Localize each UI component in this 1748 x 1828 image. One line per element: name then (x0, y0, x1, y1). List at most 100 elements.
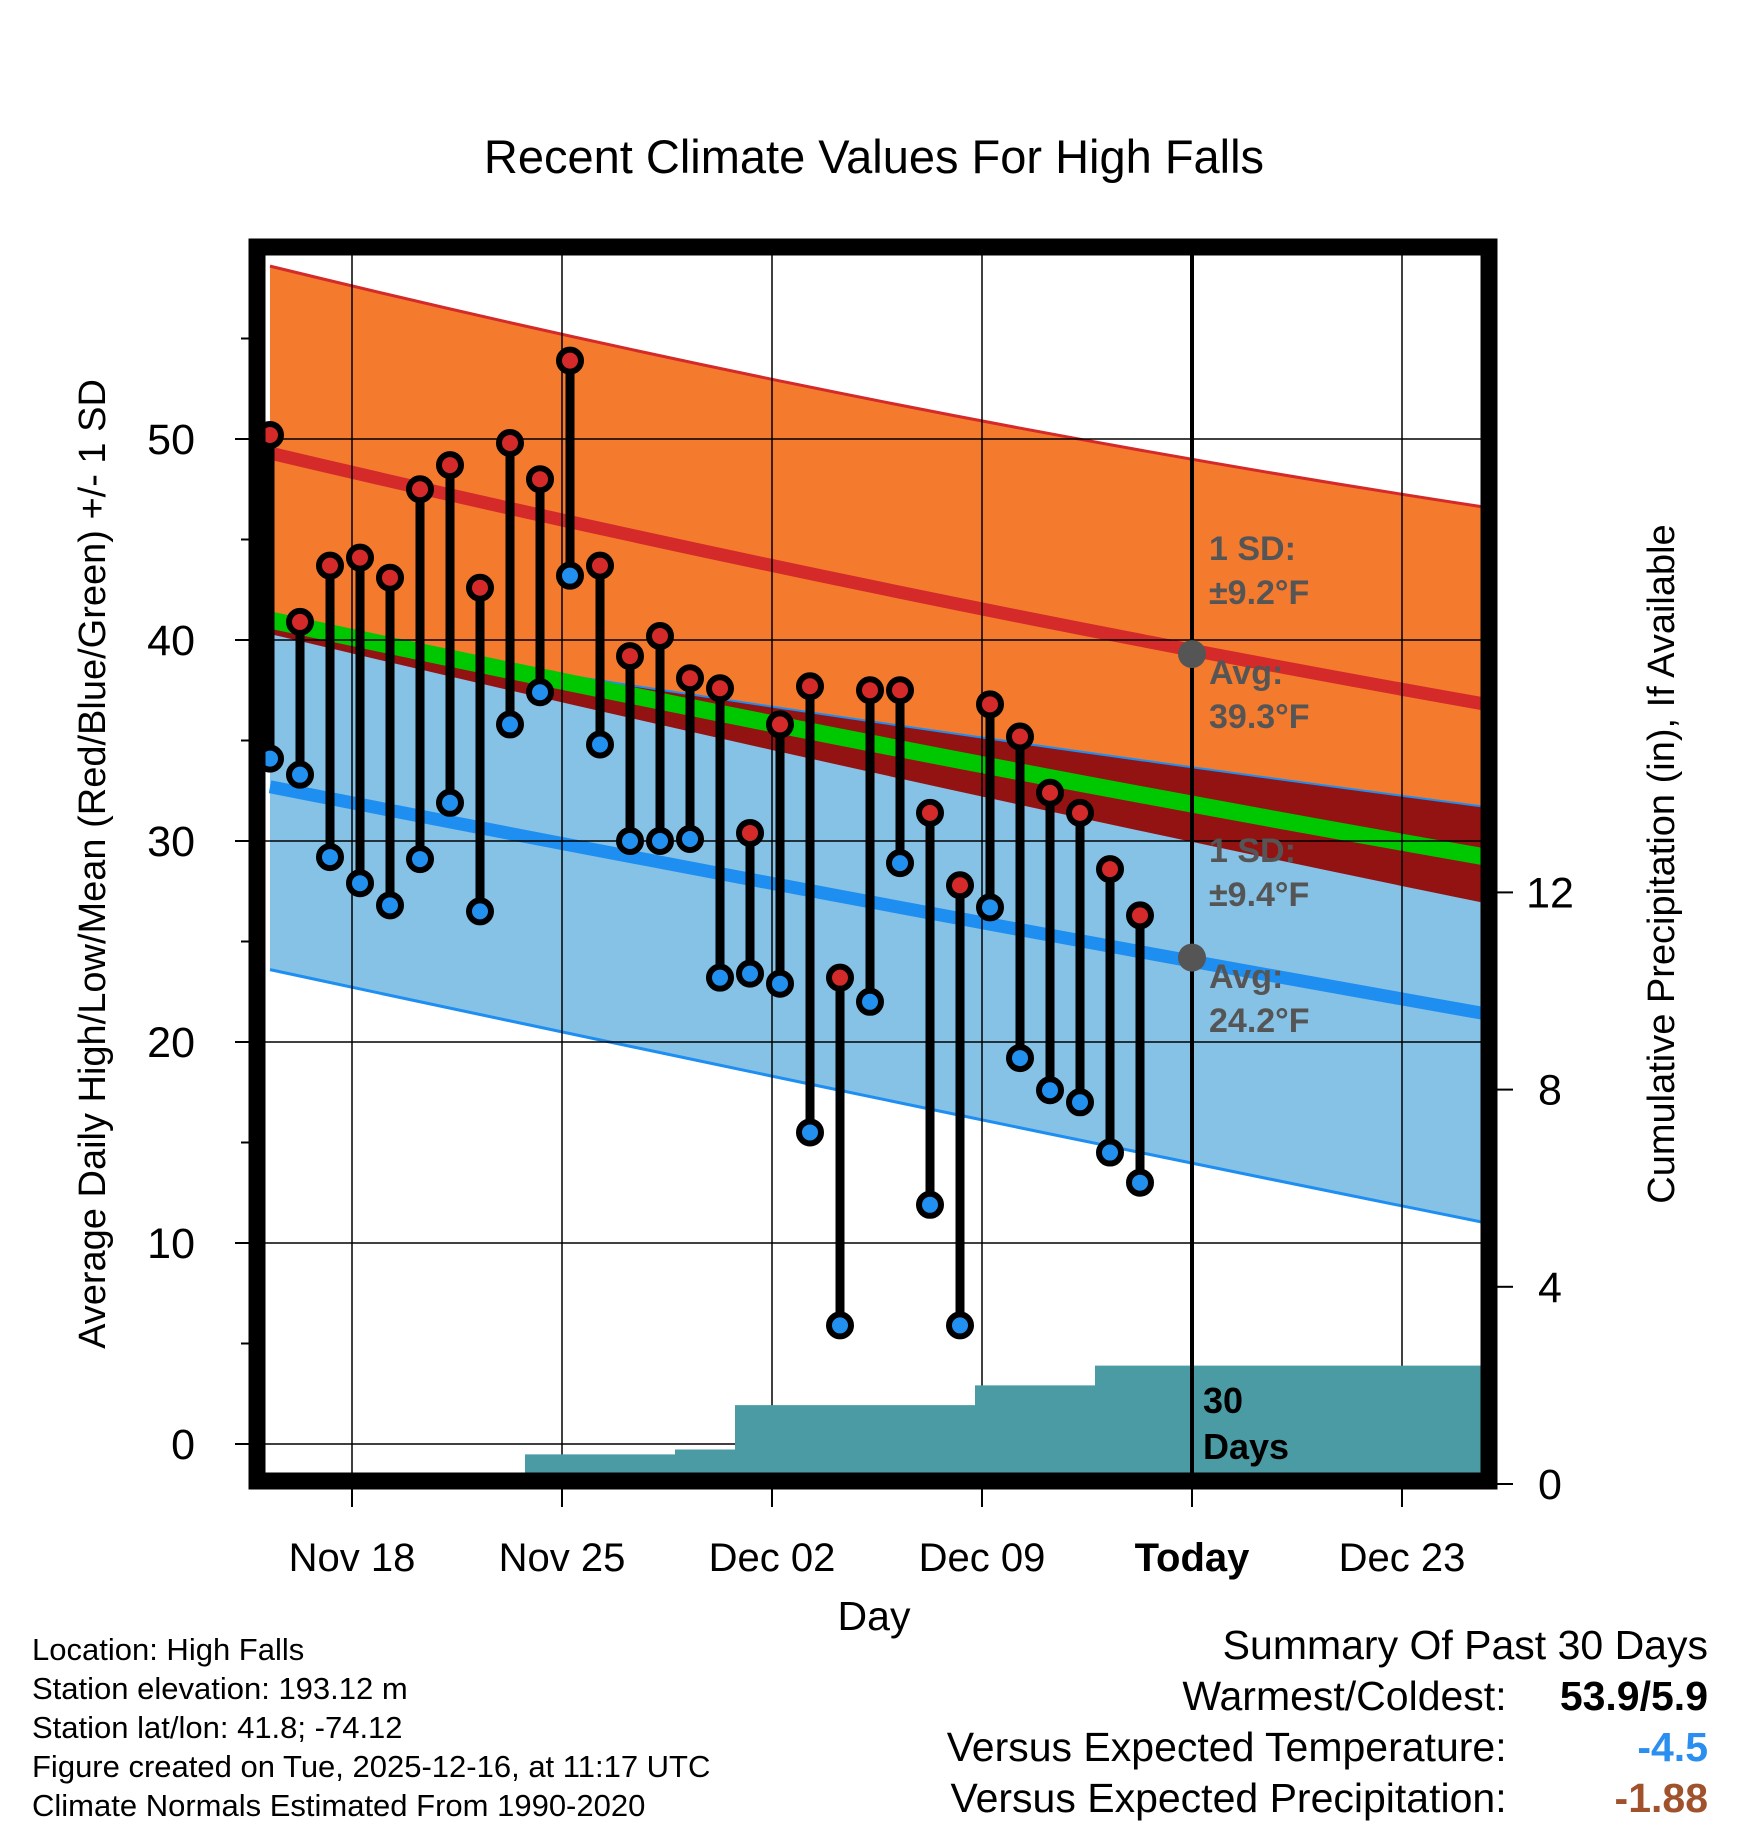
low-minus-sd-line (269, 968, 1487, 1225)
y2-axis-label: Cumulative Precipitation (in), If Availa… (1641, 524, 1683, 1203)
daily-low-point (856, 987, 884, 1016)
daily-high-point (586, 551, 614, 580)
low-avg-line (268, 780, 1488, 1021)
daily-high-point (706, 674, 734, 703)
location-text: Location: High Falls (32, 1632, 305, 1667)
daily-low-point (1006, 1044, 1034, 1073)
daily-high-point (526, 465, 554, 494)
high-avg-value: 39.3°F (1209, 698, 1310, 736)
daily-low-point (706, 963, 734, 992)
daily-low-point (1066, 1088, 1094, 1117)
daily-high-point (616, 642, 644, 671)
daily-low-point (946, 1311, 974, 1340)
precip-value: -1.88 (1614, 1775, 1708, 1821)
normals-text: Climate Normals Estimated From 1990-2020 (32, 1788, 646, 1823)
daily-high-point (826, 963, 854, 992)
daily-high-point (946, 871, 974, 900)
daily-high-point (1036, 778, 1064, 807)
daily-low-point (466, 897, 494, 926)
summary-title: Summary Of Past 30 Days (1222, 1622, 1708, 1668)
daily-high-point (1066, 798, 1094, 827)
daily-high-point (736, 818, 764, 847)
daily-low-point (886, 849, 914, 878)
daily-low-point (616, 827, 644, 855)
summary-warmest-row: Warmest/Coldest: 53.9/5.9 (808, 1671, 1708, 1722)
daily-high-point (676, 664, 704, 693)
daily-low-point (976, 893, 1004, 922)
daily-high-point (286, 607, 314, 636)
temp-label: Versus Expected Temperature: (946, 1724, 1507, 1770)
daily-high-point (916, 798, 944, 827)
daily-low-point (586, 730, 614, 759)
y2-tick-label: 4 (1538, 1264, 1562, 1312)
daily-low-point (1096, 1138, 1124, 1167)
x-axis-label: Day (838, 1593, 911, 1639)
station-info: Location: High Falls Station elevation: … (32, 1630, 710, 1825)
daily-low-point (406, 845, 434, 874)
daily-low-point (436, 788, 464, 817)
y2-tick-label: 8 (1538, 1067, 1562, 1115)
daily-high-point (556, 346, 584, 375)
daily-low-point (346, 869, 374, 898)
daily-low-point (796, 1118, 824, 1147)
y-tick-label: 0 (171, 1421, 195, 1469)
today-low-avg-marker (1178, 943, 1206, 972)
high-avg-label: Avg: (1209, 654, 1283, 692)
y2-tick-label: 12 (1526, 869, 1574, 917)
window-label-number: 30 (1203, 1380, 1243, 1421)
elevation-text: Station elevation: 193.12 m (32, 1671, 408, 1706)
daily-low-point (1126, 1168, 1154, 1197)
y-tick-label: 10 (147, 1220, 195, 1268)
daily-low-point (736, 959, 764, 988)
daily-high-point (976, 690, 1004, 719)
y-axis-label: Average Daily High/Low/Mean (Red/Blue/Gr… (72, 379, 114, 1349)
overlap-band (270, 627, 1486, 904)
high-plus-sd-line (269, 264, 1487, 509)
daily-high-point (1096, 855, 1124, 884)
high-sd-label: 1 SD: (1209, 530, 1296, 568)
x-tick-label: Dec 09 (919, 1536, 1046, 1580)
y-tick-label: 30 (147, 818, 195, 866)
x-tick-label: Nov 25 (499, 1536, 626, 1580)
plot-area: 1 SD: ±9.2°F Avg: 39.3°F 1 SD: ±9.4°F Avg: 24.2… (257, 247, 1489, 1481)
summary-temp-row: Versus Expected Temperature: -4.5 (808, 1722, 1708, 1773)
x-tick-label: Nov 18 (289, 1536, 416, 1580)
plot-frame (248, 238, 1498, 1490)
x-tick-label: Today (1135, 1536, 1251, 1580)
precip-area (525, 1365, 1489, 1481)
daily-high-point (436, 451, 464, 480)
low-avg-value: 24.2°F (1209, 1002, 1310, 1040)
daily-high-point (1006, 722, 1034, 751)
daily-low-point (646, 827, 674, 855)
y-tick-label: 20 (147, 1019, 195, 1067)
x-tick-label: Dec 23 (1339, 1536, 1466, 1580)
daily-high-point (316, 551, 344, 580)
daily-low-point (766, 969, 794, 998)
today-high-avg-marker (1178, 640, 1206, 669)
low-sd-label: 1 SD: (1209, 832, 1296, 870)
summary-panel: Summary Of Past 30 Days Warmest/Coldest:… (808, 1620, 1708, 1824)
precip-label: Versus Expected Precipitation: (950, 1775, 1507, 1821)
daily-high-point (646, 621, 674, 650)
window-label-days: Days (1203, 1426, 1289, 1467)
daily-high-point (346, 543, 374, 572)
daily-low-point (526, 678, 554, 707)
daily-high-point (796, 672, 824, 701)
low-avg-label: Avg: (1209, 958, 1283, 996)
daily-high-point (406, 475, 434, 504)
y-tick-label: 50 (147, 416, 195, 464)
daily-low-point (826, 1311, 854, 1340)
created-text: Figure created on Tue, 2025-12-16, at 11… (32, 1749, 711, 1784)
daily-low-point (676, 824, 704, 853)
daily-low-point (1036, 1076, 1064, 1105)
warmest-label: Warmest/Coldest: (1182, 1673, 1507, 1719)
low-sd-value: ±9.4°F (1209, 876, 1309, 914)
daily-high-point (496, 429, 524, 458)
chart-title: Recent Climate Values For High Falls (484, 130, 1264, 183)
daily-high-point (886, 676, 914, 705)
daily-high-point (766, 710, 794, 739)
daily-low-point (556, 561, 584, 590)
daily-low-point (496, 710, 524, 739)
y2-tick-label: 0 (1538, 1461, 1562, 1509)
